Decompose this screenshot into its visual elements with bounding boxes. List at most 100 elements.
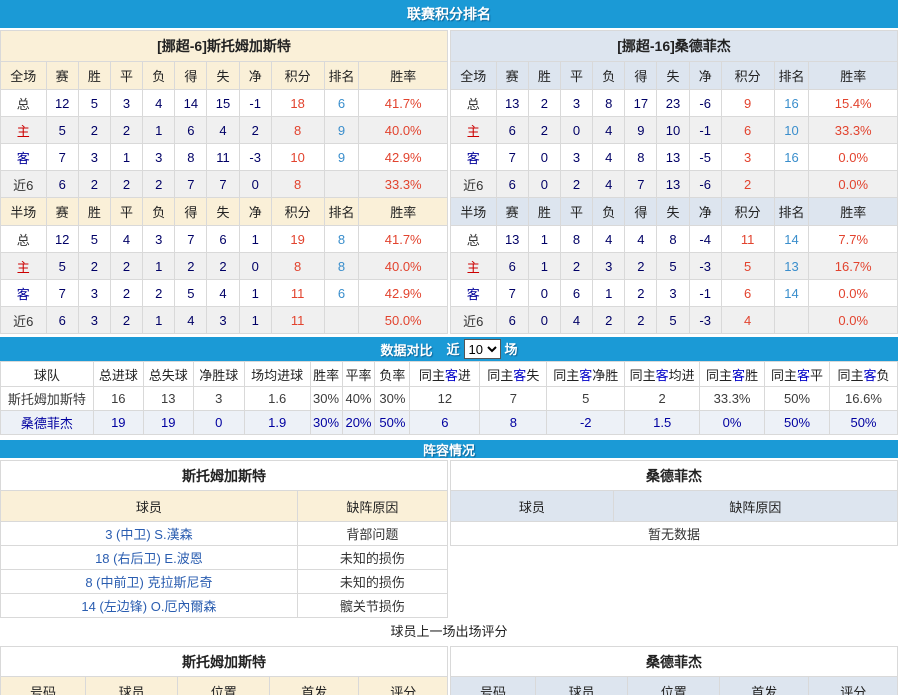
- col-header-cell: 得: [174, 197, 208, 226]
- row-label: 近6: [0, 170, 47, 198]
- col-header-cell: 得: [624, 61, 658, 90]
- rating-col-header: 球员: [534, 676, 629, 695]
- stat-cell: 4: [592, 143, 626, 171]
- col-header-cell: 排名: [773, 197, 810, 226]
- player-name-link[interactable]: 14 (左边锋) O.厄內爾森: [0, 593, 298, 618]
- stat-cell: 8: [174, 143, 208, 171]
- col-header-cell: 排名: [323, 197, 360, 226]
- winrate-cell: 40.0%: [358, 252, 448, 280]
- compare-row: 桑德菲杰 19 19 0 1.9 30% 20% 50% 6 8 -2 1.5 0% 50% 50%: [0, 410, 898, 435]
- stat-cell: -3: [688, 252, 722, 280]
- compare-value-cell: 0%: [699, 410, 766, 435]
- winrate-cell: 0.0%: [808, 170, 898, 198]
- stat-cell: 0: [238, 252, 272, 280]
- stat-cell: 4: [109, 225, 144, 253]
- stat-cell: 7: [495, 143, 529, 171]
- col-header-cell: 失: [206, 197, 240, 226]
- col-header-cell: 积分: [270, 61, 325, 90]
- col-header-cell: 胜率: [358, 61, 448, 90]
- lineup-panel-left: 斯托姆加斯特 球员 缺阵原因 3 (中卫) S.漢森 背部问题 18 (右后卫) E.波恩…: [0, 460, 449, 618]
- compare-col-header: 胜率: [309, 361, 343, 387]
- stat-cell: 2: [527, 116, 561, 144]
- col-header-cell: 赛: [45, 61, 79, 90]
- table-row: 主 6 1 2 3 2 5 -3 5 13 16.7%: [450, 252, 898, 280]
- table-row: 客 7 0 6 1 2 3 -1 6 14 0.0%: [450, 279, 898, 307]
- rating-col-header: 号码: [0, 676, 86, 695]
- team-title: [挪超-16]桑德菲杰: [450, 30, 898, 61]
- stat-cell: 5: [656, 306, 690, 334]
- lineup-row: 18 (右后卫) E.波恩 未知的损伤: [0, 545, 449, 570]
- winrate-cell: 42.9%: [358, 279, 448, 307]
- compare-value-cell: -2: [546, 410, 626, 435]
- player-name-link[interactable]: 8 (中前卫) 克拉斯尼奇: [0, 569, 298, 594]
- stat-cell: 2: [174, 252, 208, 280]
- compare-col-header: 平率: [341, 361, 376, 387]
- stat-cell: 7: [206, 170, 240, 198]
- compare-value-cell: 50%: [828, 410, 898, 435]
- table-row: 客 7 3 1 3 8 11 -3 10 9 42.9%: [0, 143, 448, 171]
- compare-value-cell: 16.6%: [828, 386, 898, 411]
- col-header-cell: 失: [206, 61, 240, 90]
- compare-value-cell: 50%: [764, 386, 830, 411]
- recent-matches-filter: 近 10 场: [446, 339, 518, 360]
- away-char-highlight: 客: [732, 367, 746, 383]
- col-header-cell: 失: [656, 197, 690, 226]
- rank-cell: 16: [773, 89, 810, 117]
- row-label: 近6: [450, 306, 497, 334]
- stat-cell: 14: [174, 89, 208, 117]
- stat-cell: 1: [238, 279, 272, 307]
- lineup-row: 14 (左边锋) O.厄內爾森 髋关节损伤: [0, 593, 449, 618]
- col-header-cell: 胜率: [808, 61, 898, 90]
- recent-matches-select[interactable]: 10: [463, 339, 501, 360]
- table-row: 近6 6 3 2 1 4 3 1 11 50.0%: [0, 306, 448, 334]
- compare-value-cell: 33.3%: [699, 386, 766, 411]
- stat-cell: 2: [527, 89, 561, 117]
- compare-value-cell: 40%: [341, 386, 376, 411]
- stat-cell: 3: [77, 279, 111, 307]
- player-name-link[interactable]: 18 (右后卫) E.波恩: [0, 545, 298, 570]
- stat-cell: 6: [45, 306, 79, 334]
- col-header-cell: 胜率: [358, 197, 448, 226]
- stat-cell: 3: [109, 89, 144, 117]
- rank-cell: 14: [773, 225, 810, 253]
- col-header-cell: 平: [559, 197, 594, 226]
- stat-cell: 3: [77, 306, 111, 334]
- table-row: 主 5 2 2 1 6 4 2 8 9 40.0%: [0, 116, 448, 144]
- player-name-link[interactable]: 3 (中卫) S.漢森: [0, 521, 298, 546]
- compare-col-header: 场均进球: [243, 361, 311, 387]
- col-header-cell: 得: [624, 197, 658, 226]
- stat-cell: -1: [688, 116, 722, 144]
- col-header-cell: 胜率: [808, 197, 898, 226]
- team-title: [挪超-6]斯托姆加斯特: [0, 30, 448, 61]
- rating-col-header: 位置: [627, 676, 721, 695]
- col-header-cell: 得: [174, 61, 208, 90]
- stat-cell: 10: [656, 116, 690, 144]
- stat-cell: 1: [109, 143, 144, 171]
- stat-cell: 8: [592, 89, 626, 117]
- stat-cell: 8: [624, 143, 658, 171]
- stat-cell: -3: [688, 306, 722, 334]
- compare-value-cell: 5: [546, 386, 626, 411]
- stat-cell: 2: [77, 170, 111, 198]
- stat-cell: 1: [592, 279, 626, 307]
- compare-value-cell: 7: [479, 386, 548, 411]
- stat-cell: 0: [238, 170, 272, 198]
- rating-panel-left: 斯托姆加斯特 号码 球员 位置 首发 评分: [0, 646, 448, 695]
- lineup-header-row: 球员 缺阵原因: [450, 490, 898, 522]
- points-cell: 6: [720, 279, 775, 307]
- rank-cell: 14: [773, 279, 810, 307]
- compare-value-cell: 50%: [374, 410, 411, 435]
- lineup-col-header: 缺阵原因: [612, 490, 898, 522]
- absence-reason: 未知的损伤: [296, 545, 449, 570]
- col-header-cell: 积分: [720, 197, 775, 226]
- stat-cell: 1: [527, 225, 561, 253]
- stat-cell: 2: [109, 116, 144, 144]
- winrate-cell: 16.7%: [808, 252, 898, 280]
- compare-row: 斯托姆加斯特 16 13 3 1.6 30% 40% 30% 12 7 5 2 33.3% 50% 16.6…: [0, 386, 898, 411]
- stats-header-row: 半场赛胜平负得失净积分 排名 胜率: [0, 197, 448, 226]
- row-label: 客: [450, 143, 497, 171]
- rating-table: 号码 球员 位置 首发 评分: [450, 676, 898, 695]
- col-header-cell: 胜: [527, 61, 561, 90]
- stat-cell: 5: [45, 116, 79, 144]
- lineup-area: 斯托姆加斯特 球员 缺阵原因 3 (中卫) S.漢森 背部问题 18 (右后卫) E.波恩…: [0, 460, 898, 618]
